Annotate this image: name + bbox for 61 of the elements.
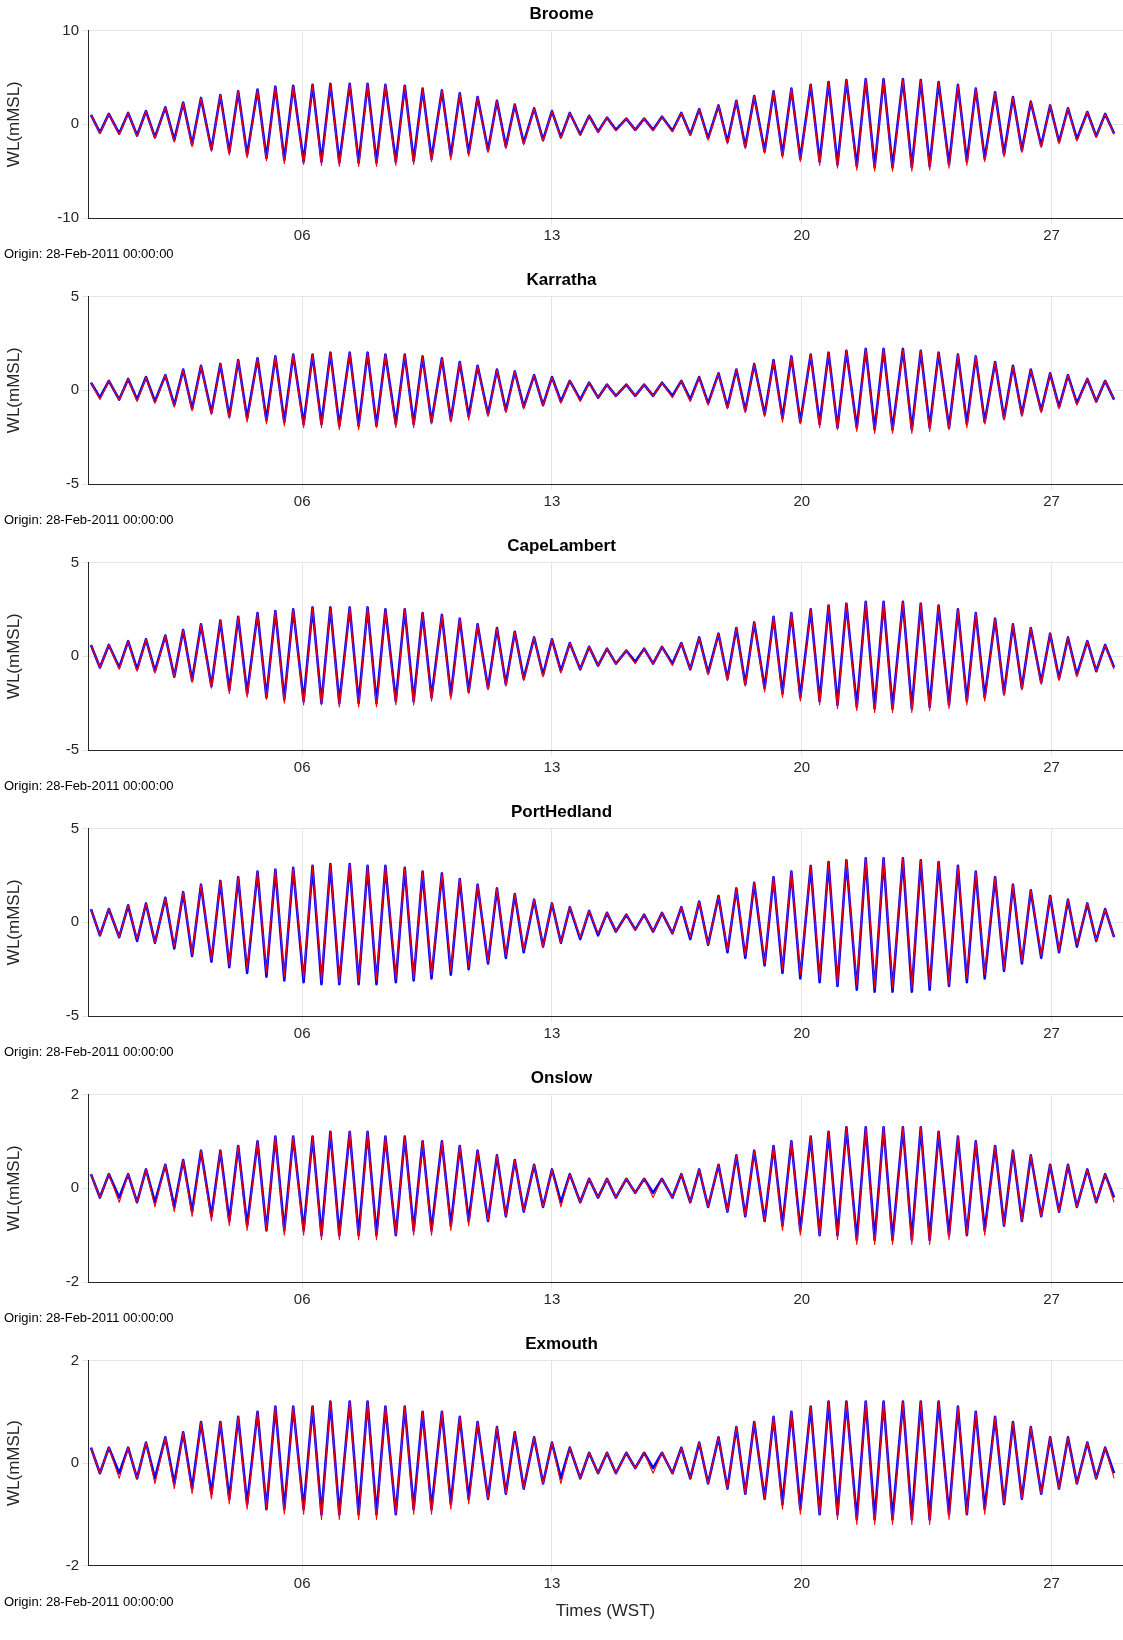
x-tick-label: 27 xyxy=(1043,492,1060,510)
text: Origin: 28-Feb-2011 00:00:00 xyxy=(4,778,174,794)
x-tick-label: 06 xyxy=(293,1290,311,1308)
x-tick-label: 13 xyxy=(543,1573,561,1591)
text: Origin: 28-Feb-2011 00:00:00 xyxy=(4,1044,174,1060)
text: Origin: 28-Feb-2011 00:00:00 xyxy=(4,512,174,528)
x-tick-label: 13 xyxy=(543,1024,561,1042)
x-tick-label: 27 xyxy=(1043,1290,1060,1308)
chart-title: PortHedland xyxy=(510,801,613,821)
y-axis-title: WL(mMSL) xyxy=(3,1420,23,1506)
x-tick-label: 06 xyxy=(293,1024,311,1042)
y-tick-label: 5 xyxy=(70,818,79,836)
y-tick-label: 5 xyxy=(70,286,79,304)
text: Origin: 28-Feb-2011 00:00:00 xyxy=(4,246,174,262)
chart-title: Broome xyxy=(529,3,594,23)
y-tick-label: 5 xyxy=(70,552,79,570)
y-axis-title: WL(mMSL) xyxy=(3,1145,23,1232)
text: Origin: 28-Feb-2011 00:00:00 xyxy=(4,1310,174,1326)
y-axis-title: WL(mMSL) xyxy=(3,879,23,966)
x-tick-label: 27 xyxy=(1043,226,1060,244)
y-tick-label: 0 xyxy=(70,912,79,930)
x-tick-label: 20 xyxy=(793,1024,811,1042)
x-tick-label: 06 xyxy=(293,1573,311,1591)
x-axis-title: Times (WST) xyxy=(555,1601,656,1621)
x-tick-label: 06 xyxy=(293,758,311,776)
x-tick-label: 06 xyxy=(293,226,311,244)
y-tick-label: 10 xyxy=(62,20,79,38)
y-tick-label: 2 xyxy=(70,1350,79,1368)
y-tick-label: 0 xyxy=(70,380,79,398)
x-tick-label: 13 xyxy=(543,758,561,776)
x-tick-label: 13 xyxy=(543,1290,561,1308)
y-axis-title: WL(mMSL) xyxy=(3,81,23,168)
x-tick-label: 20 xyxy=(793,1573,811,1591)
y-axis-title: WL(mMSL) xyxy=(3,613,23,700)
y-tick-label: 0 xyxy=(70,114,79,132)
x-tick-label: 20 xyxy=(793,226,811,244)
y-tick-label: -5 xyxy=(65,1006,79,1024)
y-tick-label: -5 xyxy=(65,474,79,492)
x-tick-label: 20 xyxy=(793,758,811,776)
y-tick-label: 0 xyxy=(70,1178,79,1196)
chart-title: Onslow xyxy=(530,1067,593,1087)
y-tick-label: 0 xyxy=(70,1453,79,1471)
y-tick-label: -5 xyxy=(65,740,79,758)
x-tick-label: 06 xyxy=(293,492,311,510)
x-tick-label: 27 xyxy=(1043,1573,1060,1591)
y-tick-label: -2 xyxy=(65,1555,79,1573)
x-tick-label: 20 xyxy=(793,1290,811,1308)
x-tick-label: 13 xyxy=(543,226,561,244)
text: Origin: 28-Feb-2011 00:00:00 xyxy=(4,1593,174,1609)
chart-title: Exmouth xyxy=(525,1333,598,1353)
y-tick-label: 2 xyxy=(70,1084,79,1102)
x-tick-label: 13 xyxy=(543,492,561,510)
y-tick-label: -2 xyxy=(65,1272,79,1290)
x-tick-label: 27 xyxy=(1043,758,1060,776)
y-tick-label: -10 xyxy=(57,208,79,226)
x-tick-label: 27 xyxy=(1043,1024,1060,1042)
chart-title: Karratha xyxy=(526,269,597,289)
y-tick-label: 0 xyxy=(70,646,79,664)
y-axis-title: WL(mMSL) xyxy=(3,347,23,434)
x-tick-label: 20 xyxy=(793,492,811,510)
chart-title: CapeLambert xyxy=(507,535,617,555)
